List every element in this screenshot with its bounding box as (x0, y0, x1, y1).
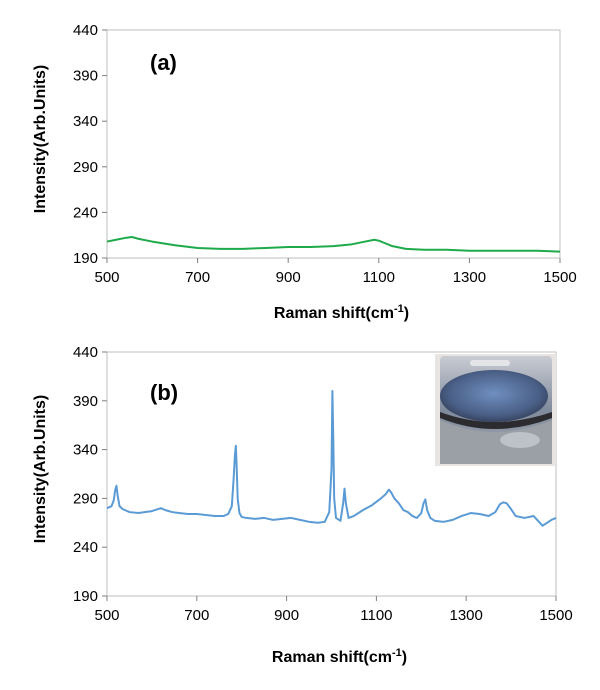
panel-label: (b) (150, 380, 178, 405)
x-tick-label: 700 (184, 607, 209, 624)
y-tick-label: 390 (73, 393, 98, 410)
panel-label: (a) (150, 50, 177, 75)
x-tick-label: 900 (276, 269, 301, 286)
x-tick-label: 1500 (539, 607, 572, 624)
y-tick-label: 390 (73, 68, 98, 85)
y-tick-label: 340 (73, 113, 98, 130)
y-tick-label: 190 (73, 250, 98, 267)
y-tick-label: 440 (73, 22, 98, 39)
y-tick-label: 340 (73, 442, 98, 459)
x-tick-label: 500 (94, 607, 119, 624)
y-tick-label: 240 (73, 539, 98, 556)
y-tick-label: 290 (73, 490, 98, 507)
y-tick-label: 440 (73, 344, 98, 361)
y-axis-title: Intensity(Arb.Units) (32, 395, 49, 543)
inset-photo (435, 354, 556, 466)
y-tick-label: 240 (73, 204, 98, 221)
x-tick-label: 500 (94, 269, 119, 286)
x-axis-title: Raman shift(cm-1) (274, 303, 409, 322)
panel-b: 190 240 290 340 390 440 500 700 900 1100 1300 1500 R… (32, 344, 573, 666)
x-tick-label: 900 (274, 607, 299, 624)
x-tick-label: 700 (185, 269, 210, 286)
x-tick-label: 1100 (363, 269, 395, 286)
panel-a: 190 240 290 340 390 440 500 700 900 1100 1300 1500 R… (32, 22, 577, 322)
plot-frame (106, 351, 557, 597)
y-axis-title: Intensity(Arb.Units) (32, 65, 49, 213)
series-line (106, 390, 557, 527)
plot-frame (106, 29, 561, 259)
series-line (106, 236, 561, 253)
x-tick-label: 1300 (453, 269, 486, 286)
x-tick-label: 1500 (543, 269, 576, 286)
x-tick-label: 1100 (360, 607, 392, 624)
x-axis-title: Raman shift(cm-1) (272, 647, 407, 666)
x-tick-label: 1300 (450, 607, 483, 624)
y-tick-label: 290 (73, 159, 98, 176)
y-tick-label: 190 (73, 588, 98, 605)
